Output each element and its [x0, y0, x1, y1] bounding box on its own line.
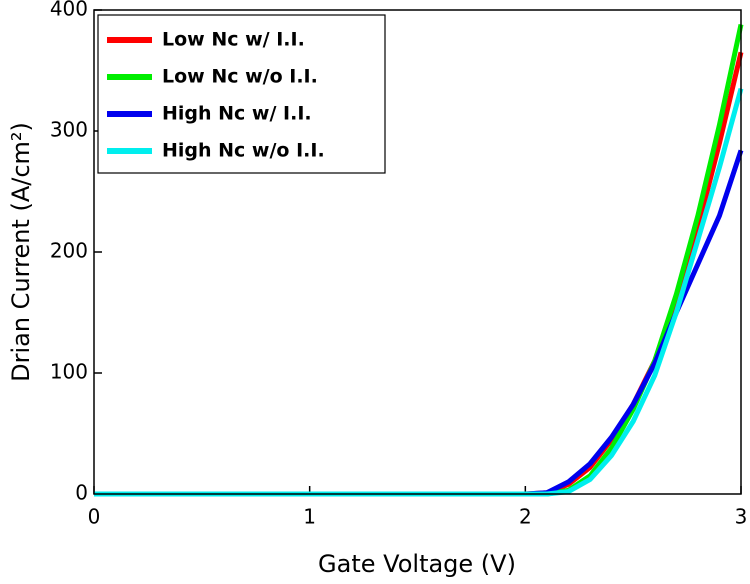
legend-label: High Nc w/o I.I.: [162, 140, 325, 162]
y-axis-label: Drian Current (A/cm²): [7, 122, 35, 382]
legend-label: Low Nc w/o I.I.: [162, 66, 318, 88]
x-tick-label: 1: [303, 505, 316, 529]
y-tick-label: 200: [50, 239, 88, 263]
line-series: [94, 149, 744, 497]
legend-label: Low Nc w/ I.I.: [162, 29, 305, 51]
x-tick-label: 2: [519, 505, 532, 529]
y-tick-label: 100: [50, 360, 88, 384]
y-tick-label: 0: [75, 481, 88, 505]
x-tick-label: 0: [88, 505, 101, 529]
y-tick-label: 300: [50, 118, 88, 142]
x-axis-label: Gate Voltage (V): [318, 550, 516, 578]
y-tick-label: 400: [50, 0, 88, 21]
plot-frame: [93, 9, 742, 495]
legend-label: High Nc w/ I.I.: [162, 103, 312, 125]
x-tick-label: 3: [735, 505, 748, 529]
